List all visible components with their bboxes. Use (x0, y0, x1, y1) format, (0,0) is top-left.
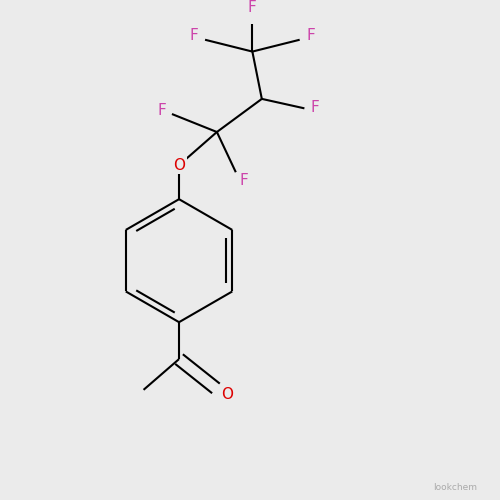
Text: F: F (306, 28, 316, 44)
Text: lookchem: lookchem (433, 482, 477, 492)
Text: F: F (248, 0, 256, 14)
Text: F: F (239, 173, 248, 188)
Text: F: F (310, 100, 319, 115)
Text: O: O (222, 386, 234, 402)
Text: F: F (190, 28, 198, 44)
Text: O: O (173, 158, 185, 172)
Text: F: F (157, 102, 166, 118)
